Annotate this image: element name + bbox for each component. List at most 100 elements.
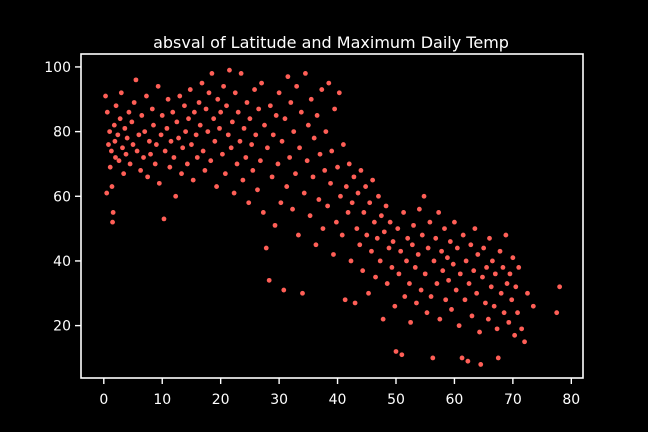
data-point [449, 307, 454, 312]
data-point [298, 109, 304, 115]
data-point [452, 219, 457, 225]
data-point [153, 142, 159, 147]
data-point [308, 96, 314, 102]
data-point [310, 174, 316, 180]
data-point [196, 100, 202, 105]
data-point [117, 116, 123, 122]
data-point [285, 74, 291, 80]
data-point [454, 245, 460, 251]
data-point [183, 129, 189, 135]
data-point [485, 316, 491, 322]
data-point [320, 226, 326, 232]
data-point [238, 71, 244, 76]
data-point [498, 290, 504, 296]
data-point [151, 122, 156, 128]
data-point [220, 151, 225, 157]
x-tick-label: 40 [329, 392, 347, 408]
data-point [121, 171, 127, 177]
data-point [291, 129, 297, 135]
data-point [326, 80, 332, 86]
data-point [463, 258, 469, 264]
data-point [415, 252, 421, 257]
data-point [296, 232, 301, 238]
data-point [267, 103, 273, 109]
data-point [208, 158, 214, 164]
data-point [325, 203, 331, 209]
data-point [224, 103, 229, 109]
x-tick-label: 70 [504, 392, 522, 408]
data-point [322, 168, 328, 173]
data-point [373, 274, 378, 280]
data-point [431, 258, 437, 264]
data-point [182, 103, 187, 109]
data-point [156, 180, 162, 186]
data-point [363, 184, 368, 189]
data-point [109, 184, 115, 189]
data-point [480, 274, 485, 280]
data-point [411, 222, 416, 228]
data-point [352, 300, 358, 306]
data-point [180, 145, 186, 151]
data-point [360, 268, 366, 274]
data-point [240, 177, 246, 183]
data-point [193, 132, 199, 138]
data-point [495, 355, 501, 361]
data-point [490, 258, 495, 264]
data-point [212, 138, 218, 144]
data-point [317, 151, 323, 157]
data-point [443, 297, 449, 303]
y-tick-label: 20 [53, 319, 71, 335]
data-point [301, 190, 307, 196]
data-point [111, 122, 117, 128]
data-point [389, 265, 395, 270]
data-point [270, 132, 276, 138]
data-point [303, 71, 308, 76]
data-point [259, 80, 264, 86]
data-point [116, 158, 122, 164]
data-point [227, 67, 232, 73]
data-point [361, 210, 367, 215]
data-point [522, 339, 527, 345]
data-point [222, 171, 228, 177]
data-point [307, 213, 313, 219]
data-point [341, 142, 346, 147]
data-point [371, 219, 377, 225]
data-point [253, 132, 259, 138]
data-point [138, 168, 144, 173]
data-point [123, 151, 129, 157]
data-point [465, 358, 471, 364]
data-point [402, 294, 408, 299]
data-point [472, 226, 478, 232]
data-point [396, 271, 402, 277]
data-point [284, 184, 290, 189]
data-point [323, 129, 329, 135]
data-point [179, 171, 184, 177]
data-point [487, 235, 492, 241]
data-point [355, 190, 361, 196]
data-point [113, 155, 118, 160]
data-point [266, 277, 272, 283]
data-point [468, 242, 474, 248]
data-point [176, 135, 181, 141]
data-point [436, 210, 442, 215]
data-point [174, 119, 180, 125]
data-point [170, 109, 176, 115]
data-point [158, 132, 164, 138]
data-point [290, 206, 295, 212]
data-point [197, 122, 203, 128]
data-point [256, 106, 262, 112]
data-point [145, 174, 151, 180]
data-point [481, 245, 487, 251]
data-point [439, 248, 444, 254]
data-point [525, 290, 530, 296]
data-point [159, 113, 165, 118]
data-point [152, 161, 158, 167]
data-point [398, 248, 404, 254]
data-point [276, 90, 282, 96]
x-tick-label: 10 [153, 392, 171, 408]
data-point [155, 83, 161, 89]
data-point [401, 210, 406, 215]
y-tick-label: 60 [53, 189, 71, 205]
data-point [416, 206, 422, 212]
data-point [287, 155, 293, 160]
